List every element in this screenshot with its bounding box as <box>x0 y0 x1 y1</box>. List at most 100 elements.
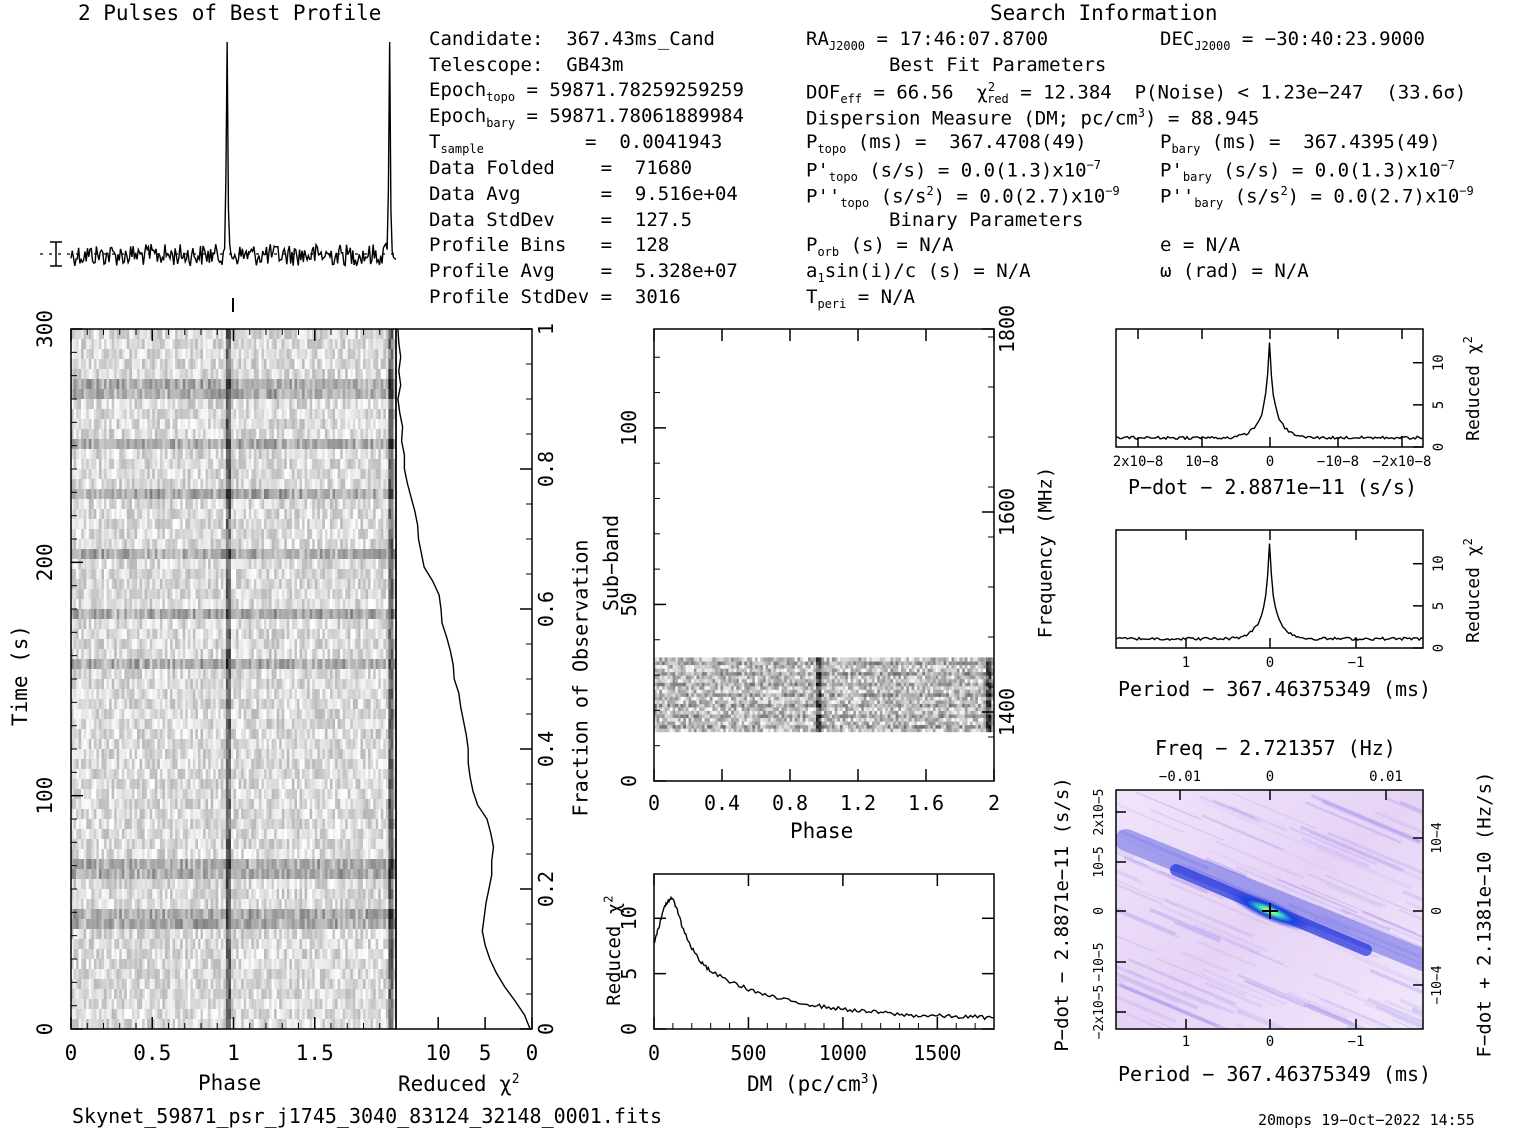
tp-cell <box>357 639 362 650</box>
tp-cell <box>73 689 77 700</box>
tp-cell <box>76 579 80 590</box>
tp-cell <box>385 569 389 580</box>
tp-cell <box>383 639 387 650</box>
tp-cell <box>284 549 288 560</box>
tp-cell <box>213 689 217 700</box>
tp-cell <box>190 469 194 480</box>
tp-cell <box>154 629 158 640</box>
tp-cell <box>390 509 395 520</box>
tp-cell <box>162 449 166 460</box>
tp-cell <box>347 639 351 650</box>
tp-cell <box>111 449 115 460</box>
tp-cell <box>131 489 136 500</box>
tp-cell <box>304 559 308 570</box>
tp-cell <box>352 369 356 380</box>
tp-cell <box>192 659 197 670</box>
tp-cell <box>373 589 377 600</box>
tp-cell <box>195 339 199 350</box>
tp-cell <box>162 479 166 490</box>
tp-cell <box>370 389 374 400</box>
tp-cell <box>281 459 285 470</box>
tp-cell <box>131 349 136 360</box>
tp-cell <box>291 589 296 600</box>
tp-cell <box>324 679 329 690</box>
tp-cell <box>296 449 301 460</box>
tp-cell <box>182 399 186 410</box>
tp-cell <box>291 539 296 550</box>
tp-cell <box>83 509 87 520</box>
tp-cell <box>83 389 87 400</box>
tp-cell <box>195 369 199 380</box>
tp-cell <box>124 419 128 430</box>
tp-cell <box>373 439 377 450</box>
tp-cell <box>390 339 395 350</box>
tp-cell <box>340 419 344 430</box>
tp-cell <box>307 569 311 580</box>
tp-cell <box>380 579 384 590</box>
tp-cell <box>324 359 329 370</box>
tp-cell <box>218 689 222 700</box>
tp-cell <box>215 599 219 610</box>
tp-cell <box>355 659 359 670</box>
tp-cell <box>370 499 374 510</box>
tp-cell <box>314 409 318 420</box>
tp-cell <box>154 649 158 660</box>
tp-cell <box>307 669 311 680</box>
tp-cell <box>131 619 136 630</box>
tp-cell <box>281 519 285 530</box>
tp-cell <box>225 359 230 370</box>
tp-cell <box>271 389 275 400</box>
tp-cell <box>350 529 354 540</box>
tp-cell <box>220 539 224 550</box>
tp-cell <box>144 659 148 670</box>
tp-cell <box>185 639 189 650</box>
tp-cell <box>281 639 285 650</box>
tp-cell <box>357 539 362 550</box>
tp-cell <box>190 449 194 460</box>
tp-cell <box>228 449 232 460</box>
tp-cell <box>307 539 311 550</box>
tp-cell <box>98 609 103 620</box>
tp-cell <box>137 529 141 540</box>
tp-cell <box>271 369 275 380</box>
tp-cell <box>337 699 341 710</box>
tp-cell <box>121 539 125 550</box>
tp-cell <box>111 429 115 440</box>
tp-cell <box>256 339 260 350</box>
tp-cell <box>109 399 113 410</box>
tp-cell <box>337 349 341 360</box>
tp-cell <box>337 489 341 500</box>
tp-cell <box>213 329 217 340</box>
tp-cell <box>149 639 153 650</box>
tp-cell <box>106 649 110 660</box>
tp-cell <box>114 499 118 510</box>
tp-cell <box>360 419 364 430</box>
tp-cell <box>71 499 75 510</box>
tp-cell <box>215 659 219 670</box>
tp-cell <box>286 469 290 480</box>
tp-cell <box>121 549 125 560</box>
tp-cell <box>203 359 207 370</box>
tp-cell <box>230 539 235 550</box>
tp-cell <box>175 349 179 360</box>
tp-cell <box>162 339 166 350</box>
tp-cell <box>319 369 323 380</box>
tp-cell <box>241 389 245 400</box>
tp-cell <box>324 539 329 550</box>
tp-cell <box>129 499 133 510</box>
tp-cell <box>276 409 280 420</box>
tp-cell <box>332 359 336 370</box>
tp-cell <box>261 369 265 380</box>
tp-cell <box>159 469 164 480</box>
tp-cell <box>230 359 235 370</box>
tp-cell <box>164 659 169 670</box>
tp-cell <box>98 479 103 490</box>
tp-cell <box>253 599 257 610</box>
tp-cell <box>329 689 334 700</box>
tp-cell <box>233 409 237 420</box>
tp-cell <box>98 659 103 670</box>
tp-cell <box>352 659 356 670</box>
tp-cell <box>236 489 240 500</box>
tp-cell <box>114 349 118 360</box>
tp-cell <box>93 519 97 530</box>
